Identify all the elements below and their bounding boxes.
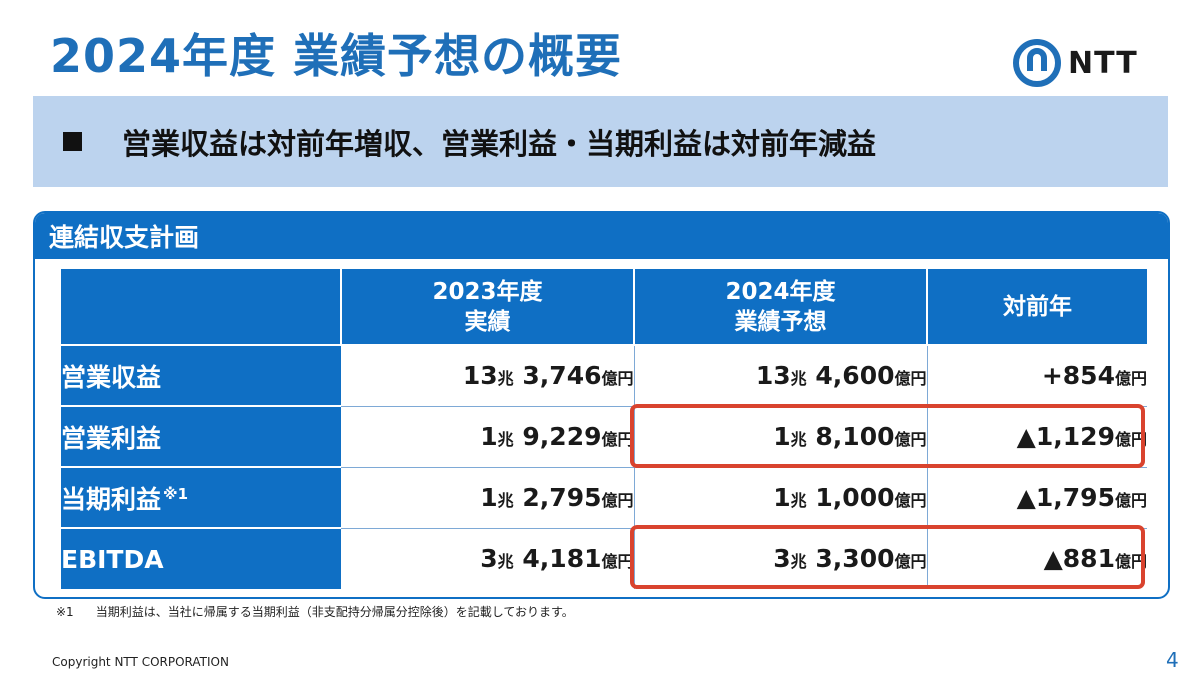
row-label: 営業利益 bbox=[61, 406, 341, 468]
header-fy2024-line2: 業績予想 bbox=[734, 308, 827, 335]
panel-title: 連結収支計画 bbox=[35, 213, 1168, 259]
summary-banner: 営業収益は対前年増収、営業利益・当期利益は対前年減益 bbox=[33, 96, 1168, 187]
value-cell: 3兆 4,181億円 bbox=[341, 528, 635, 589]
value-cell: ▲881億円 bbox=[1043, 544, 1147, 574]
page-title: 2024年度 業績予想の概要 bbox=[50, 29, 623, 83]
value-cell: ▲1,795億円 bbox=[927, 467, 1147, 529]
header-yoy-line1: 対前年 bbox=[1003, 293, 1072, 320]
value-cell: 1兆 1,000億円 bbox=[634, 467, 928, 529]
consolidated-plan-panel: 連結収支計画 2023年度 実績 2024年度 業績予想 対前年 営業収益 13… bbox=[33, 211, 1170, 599]
footnote-mark: ※1 bbox=[56, 605, 74, 619]
header-fy2023: 2023年度 実績 bbox=[341, 269, 635, 346]
row-label: 当期利益 ※1 bbox=[61, 467, 341, 529]
bullet-square-icon bbox=[63, 132, 82, 151]
header-fy2023-line1: 2023年度 bbox=[432, 278, 543, 305]
header-row: 2023年度 実績 2024年度 業績予想 対前年 bbox=[61, 269, 1147, 346]
value-cell: ▲1,129億円 bbox=[927, 406, 1147, 468]
plan-table: 2023年度 実績 2024年度 業績予想 対前年 営業収益 13兆 3,746… bbox=[61, 269, 1147, 589]
value-cell: +854億円 bbox=[927, 345, 1147, 407]
value-cell: 1兆 8,100億円 bbox=[634, 406, 928, 468]
table-row: 営業収益 13兆 3,746億円 13兆 4,600億円 +854億円 bbox=[61, 345, 1147, 407]
ntt-logo: NTT bbox=[1012, 38, 1138, 88]
row-label: EBITDA bbox=[61, 528, 341, 589]
value-cell: 1兆 2,795億円 bbox=[341, 467, 635, 529]
ntt-loop-logo-icon bbox=[1013, 39, 1061, 87]
copyright: Copyright NTT CORPORATION bbox=[52, 655, 229, 669]
banner-text: 営業収益は対前年増収、営業利益・当期利益は対前年減益 bbox=[122, 126, 877, 161]
value-cell: 13兆 4,600億円 bbox=[634, 345, 928, 407]
footnote: ※1 当期利益は、当社に帰属する当期利益（非支配持分帰属分控除後）を記載しておりま… bbox=[56, 603, 574, 620]
table-row: 営業利益 1兆 9,229億円 1兆 8,100億円 ▲1,129億円 bbox=[61, 406, 1147, 468]
row-label: 営業収益 bbox=[61, 345, 341, 407]
value-cell: 13兆 3,746億円 bbox=[341, 345, 635, 407]
table-row: EBITDA 3兆 4,181億円 3兆 3,300億円 ▲881億円 bbox=[61, 528, 1147, 589]
footnote-text: 当期利益は、当社に帰属する当期利益（非支配持分帰属分控除後）を記載しております。 bbox=[95, 605, 574, 619]
page-number: 4 bbox=[1166, 648, 1179, 672]
header-fy2024: 2024年度 業績予想 bbox=[634, 269, 928, 346]
header-fy2024-line1: 2024年度 bbox=[725, 278, 836, 305]
header-blank bbox=[61, 269, 342, 346]
value-cell: 1兆 9,229億円 bbox=[341, 406, 635, 468]
value-cell: 3兆 3,300億円 bbox=[634, 528, 928, 589]
logo-text: NTT bbox=[1068, 45, 1138, 81]
table-row: 当期利益 ※1 1兆 2,795億円 1兆 1,000億円 ▲1,795億円 bbox=[61, 467, 1147, 529]
header-yoy: 対前年 bbox=[927, 269, 1147, 346]
header-fy2023-line2: 実績 bbox=[464, 308, 511, 335]
